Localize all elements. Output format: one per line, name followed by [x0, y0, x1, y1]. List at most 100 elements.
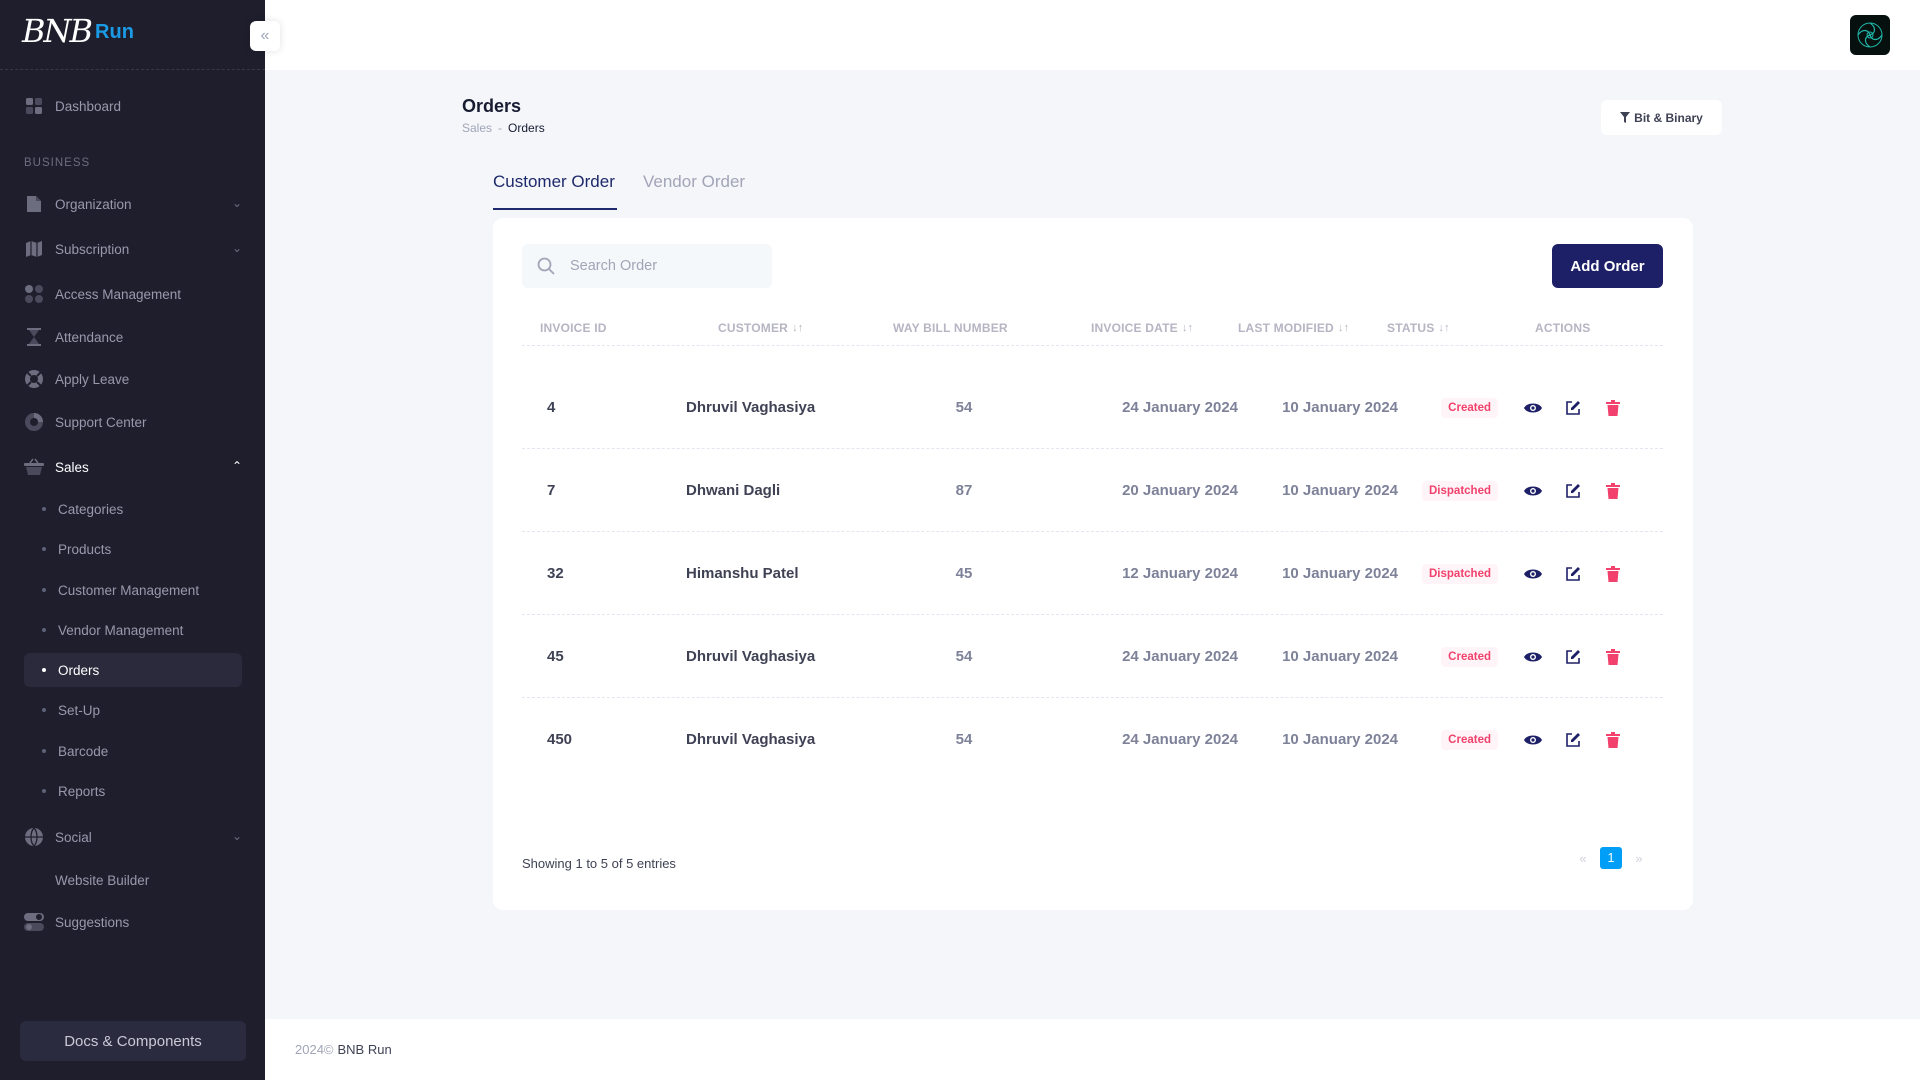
edit-button[interactable] [1562, 480, 1584, 502]
sidebar-item-sales[interactable]: Sales ⌃ [24, 450, 242, 484]
sidebar-item-suggestions[interactable]: Suggestions [24, 905, 242, 939]
cell-invoice-date: 12 January 2024 [1122, 565, 1238, 582]
docs-components-button[interactable]: Docs & Components [20, 1021, 246, 1061]
breadcrumb-parent[interactable]: Sales [462, 121, 493, 135]
view-button[interactable] [1522, 480, 1544, 502]
avatar[interactable] [1850, 15, 1890, 55]
map-icon [24, 239, 44, 259]
delete-button[interactable] [1602, 646, 1624, 668]
sidebar-item-label: Social [55, 829, 92, 845]
sidebar-item-social[interactable]: Social ⌄ [24, 820, 242, 854]
logo[interactable]: BNB Run [22, 8, 134, 54]
search-box[interactable] [522, 244, 772, 288]
sidebar-item-support-center[interactable]: Support Center [24, 405, 242, 439]
sidebar-item-label: Support Center [55, 414, 147, 430]
header-label: INVOICE DATE [1091, 321, 1178, 335]
trash-icon [1606, 648, 1620, 665]
status-badge: Dispatched [1422, 563, 1498, 584]
trash-icon [1606, 565, 1620, 582]
view-button[interactable] [1522, 729, 1544, 751]
sort-icon: ↓↑ [1337, 322, 1350, 334]
sidebar-item-attendance[interactable]: Attendance [24, 320, 242, 354]
pagination-prev-button[interactable]: « [1579, 850, 1587, 866]
sidebar-subitem-customer-management[interactable]: Customer Management [24, 573, 242, 607]
edit-button[interactable] [1562, 563, 1584, 585]
sidebar-item-subscription[interactable]: Subscription ⌄ [24, 232, 242, 266]
sidebar-item-label: Attendance [55, 329, 124, 345]
trash-icon [1606, 731, 1620, 748]
sidebar-subitem-label: Categories [58, 501, 124, 517]
delete-button[interactable] [1602, 397, 1624, 419]
row-actions [1522, 615, 1642, 698]
cell-way-bill: 45 [955, 565, 973, 582]
edit-icon [1565, 567, 1580, 581]
bullet-icon [42, 547, 46, 551]
cell-customer: Dhwani Dagli [686, 482, 781, 499]
tab-customer-order[interactable]: Customer Order [493, 172, 615, 191]
view-button[interactable] [1522, 397, 1544, 419]
table-row: 7 Dhwani Dagli 87 20 January 2024 10 Jan… [522, 449, 1663, 532]
table-row: 450 Dhruvil Vaghasiya 54 24 January 2024… [522, 698, 1663, 781]
cell-last-modified: 10 January 2024 [1282, 399, 1398, 416]
view-button[interactable] [1522, 646, 1544, 668]
eye-icon [1524, 569, 1542, 578]
sidebar-subitem-vendor-management[interactable]: Vendor Management [24, 613, 242, 647]
cell-invoice-id: 45 [547, 648, 564, 665]
cell-invoice-id: 450 [547, 731, 573, 748]
delete-button[interactable] [1602, 563, 1624, 585]
cell-invoice-date: 20 January 2024 [1122, 482, 1238, 499]
edit-button[interactable] [1562, 646, 1584, 668]
cell-customer: Dhruvil Vaghasiya [686, 731, 816, 748]
header-status[interactable]: STATUS ↓↑ [1387, 310, 1450, 346]
sidebar-item-label: Dashboard [55, 98, 122, 114]
pagination-page-button[interactable]: 1 [1600, 847, 1622, 869]
header-label: INVOICE ID [540, 321, 607, 335]
sidebar-item-organization[interactable]: Organization ⌄ [24, 187, 242, 221]
edit-button[interactable] [1562, 397, 1584, 419]
delete-button[interactable] [1602, 729, 1624, 751]
search-input[interactable] [570, 258, 750, 274]
sidebar-collapse-button[interactable]: « [250, 21, 280, 51]
sidebar-item-apply-leave[interactable]: Apply Leave [24, 362, 242, 396]
table-row: 4 Dhruvil Vaghasiya 54 24 January 2024 1… [522, 366, 1663, 449]
bullet-icon [42, 588, 46, 592]
sidebar-item-dashboard[interactable]: Dashboard [24, 89, 242, 123]
table-row: 45 Dhruvil Vaghasiya 54 24 January 2024 … [522, 615, 1663, 698]
logo-text: BNB [22, 12, 93, 50]
users-icon [24, 284, 44, 304]
cell-last-modified: 10 January 2024 [1282, 565, 1398, 582]
sort-icon: ↓↑ [1181, 322, 1194, 334]
footer-brand-link[interactable]: BNB Run [337, 1042, 392, 1057]
sidebar-subitem-categories[interactable]: Categories [24, 492, 242, 526]
toggle-icon [24, 912, 44, 932]
delete-button[interactable] [1602, 480, 1624, 502]
edit-button[interactable] [1562, 729, 1584, 751]
header-invoice-date[interactable]: INVOICE DATE ↓↑ [1091, 310, 1193, 346]
pagination: « 1 » [1576, 847, 1646, 869]
sidebar-subitem-products[interactable]: Products [24, 532, 242, 566]
company-filter-button[interactable]: Bit & Binary [1601, 100, 1722, 135]
sidebar-item-access-management[interactable]: Access Management [24, 277, 242, 311]
cell-way-bill: 87 [955, 482, 973, 499]
sidebar-subitem-reports[interactable]: Reports [24, 774, 242, 808]
tab-vendor-order[interactable]: Vendor Order [643, 172, 746, 191]
sidebar-item-label: Apply Leave [55, 371, 130, 387]
cell-customer: Himanshu Patel [686, 565, 799, 582]
header-last-modified[interactable]: LAST MODIFIED ↓↑ [1238, 310, 1349, 346]
sidebar-subitem-set-up[interactable]: Set-Up [24, 693, 242, 727]
pagination-next-button[interactable]: » [1635, 850, 1643, 866]
sidebar-subitem-barcode[interactable]: Barcode [24, 734, 242, 768]
sidebar-subitem-orders[interactable]: Orders [24, 653, 242, 687]
support-icon [24, 412, 44, 432]
header-label: LAST MODIFIED [1238, 321, 1334, 335]
sidebar-item-website-builder[interactable]: Website Builder [24, 863, 242, 897]
header-label: STATUS [1387, 321, 1435, 335]
header-customer[interactable]: CUSTOMER ↓↑ [718, 310, 803, 346]
lifebuoy-icon [24, 369, 44, 389]
row-actions [1522, 366, 1642, 449]
view-button[interactable] [1522, 563, 1544, 585]
active-tab-indicator [493, 208, 617, 210]
sort-icon: ↓↑ [1438, 322, 1450, 334]
status-badge: Created [1441, 397, 1498, 418]
add-order-button[interactable]: Add Order [1552, 244, 1663, 288]
